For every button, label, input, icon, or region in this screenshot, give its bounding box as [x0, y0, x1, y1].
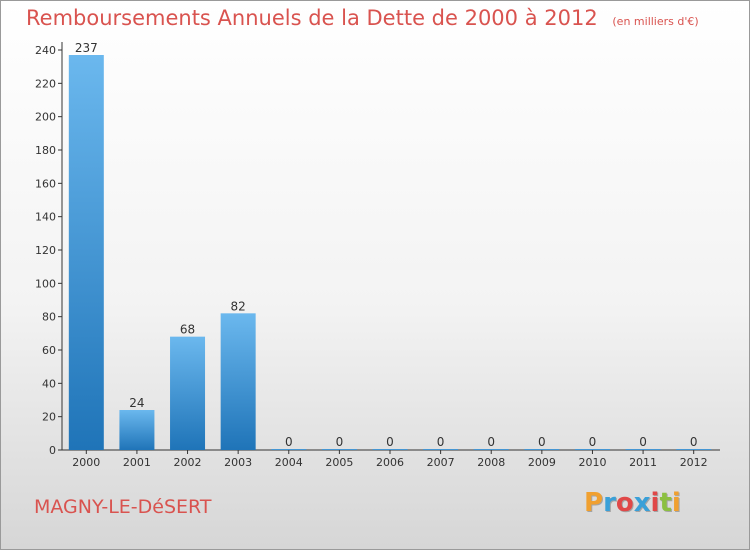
y-tick-label: 80 [42, 311, 56, 324]
x-tick-label: 2010 [578, 456, 606, 469]
x-tick-label: 2012 [680, 456, 708, 469]
data-label: 0 [690, 435, 698, 449]
x-tick-label: 2005 [325, 456, 353, 469]
y-tick-label: 220 [35, 77, 56, 90]
x-tick-label: 2000 [72, 456, 100, 469]
data-label: 0 [386, 435, 394, 449]
data-label: 68 [180, 323, 195, 337]
x-tick-label: 2002 [174, 456, 202, 469]
chart-labels: 2000 237 2001 24 2002 68 2003 82 2004 0 2005 0 2006 0… [72, 41, 707, 469]
logo-letter: x [633, 488, 651, 518]
x-tick-label: 2006 [376, 456, 404, 469]
proxiti-logo: Proxiti [584, 488, 681, 518]
bar [473, 449, 509, 450]
bar [170, 336, 206, 450]
x-tick-label: 2003 [224, 456, 252, 469]
commune-name: MAGNY-LE-DéSERT [34, 496, 212, 518]
data-label: 24 [129, 396, 144, 410]
y-tick-label: 120 [35, 244, 56, 257]
y-tick-label: 160 [35, 177, 56, 190]
y-tick-label: 140 [35, 211, 56, 224]
data-label: 0 [336, 435, 344, 449]
bar [574, 449, 610, 450]
bar [321, 449, 357, 450]
x-tick-label: 2009 [528, 456, 556, 469]
chart-title: Remboursements Annuels de la Dette de 20… [26, 6, 699, 30]
y-tick-label: 20 [42, 411, 56, 424]
bar [68, 55, 104, 450]
bar [271, 449, 307, 450]
bar [220, 313, 256, 450]
data-label: 237 [75, 41, 98, 55]
x-tick-label: 2011 [629, 456, 657, 469]
y-tick-label: 40 [42, 377, 56, 390]
logo-letter: i [650, 488, 660, 518]
y-tick-label: 180 [35, 144, 56, 157]
data-label: 0 [437, 435, 445, 449]
bar [423, 449, 459, 450]
bar [119, 410, 155, 450]
y-tick-label: 200 [35, 111, 56, 124]
y-tick-label: 60 [42, 344, 56, 357]
bar [524, 449, 560, 450]
x-tick-label: 2007 [427, 456, 455, 469]
logo-letter: r [603, 488, 616, 518]
bar [625, 449, 661, 450]
logo-letter: t [659, 488, 672, 518]
x-tick-label: 2008 [477, 456, 505, 469]
data-label: 0 [639, 435, 647, 449]
data-label: 0 [487, 435, 495, 449]
chart-bars [68, 55, 712, 450]
data-label: 0 [589, 435, 597, 449]
y-tick-label: 240 [35, 44, 56, 57]
bar [676, 449, 712, 450]
bar [372, 449, 408, 450]
data-label: 0 [285, 435, 293, 449]
data-label: 82 [231, 299, 246, 313]
y-tick-label: 0 [49, 444, 56, 457]
x-tick-label: 2004 [275, 456, 303, 469]
y-tick-label: 100 [35, 277, 56, 290]
chart-subtitle: (en milliers d'€) [612, 15, 699, 28]
data-label: 0 [538, 435, 546, 449]
chart-title-text: Remboursements Annuels de la Dette de 20… [26, 6, 598, 30]
logo-letter: P [584, 488, 604, 518]
logo-letter: o [615, 488, 634, 518]
logo-letter: i [671, 488, 681, 518]
x-tick-label: 2001 [123, 456, 151, 469]
